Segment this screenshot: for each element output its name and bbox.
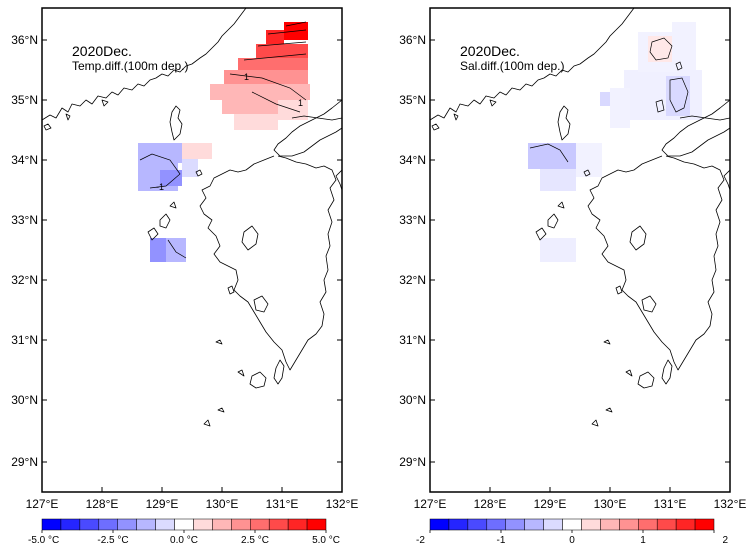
colorbar-swatch <box>306 518 327 531</box>
colorbar-label: 2.5 °C <box>241 535 269 546</box>
lon-label: 130°E <box>206 497 239 511</box>
lon-label: 127°E <box>414 497 447 511</box>
lon-labels: 127°E 128°E 129°E 130°E 131°E 132°E <box>414 487 747 511</box>
lon-labels: 127°E 128°E 129°E 130°E 131°E 132°E <box>26 487 359 511</box>
lat-label: 31°N <box>11 333 38 347</box>
colorbar-label: 1 <box>640 535 646 546</box>
colorbar-swatch <box>174 518 194 531</box>
lat-label: 32°N <box>399 273 426 287</box>
sal-shading <box>528 22 702 262</box>
colorbar-swatch <box>619 518 639 531</box>
lat-labels: 36°N 35°N 34°N 33°N 32°N 31°N 30°N 29°N <box>399 33 730 469</box>
lon-label: 132°E <box>326 497 359 511</box>
colorbar-label: -2 <box>416 535 425 546</box>
colorbar-swatch <box>60 518 81 531</box>
lon-label: 127°E <box>26 497 59 511</box>
lat-label: 36°N <box>11 33 38 47</box>
colorbar-swatch <box>212 518 232 531</box>
lat-label: 30°N <box>399 393 426 407</box>
colorbar-swatch <box>117 518 137 531</box>
lon-label: 130°E <box>594 497 627 511</box>
lat-label: 32°N <box>11 273 38 287</box>
map-frame <box>41 7 343 493</box>
colorbar-swatch <box>136 518 156 531</box>
lon-label: 129°E <box>534 497 567 511</box>
lat-label: 30°N <box>11 393 38 407</box>
colorbar-label: 0 <box>569 535 575 546</box>
colorbar-swatch <box>694 518 715 531</box>
lat-label: 34°N <box>399 153 426 167</box>
lon-label: 131°E <box>654 497 687 511</box>
temp-panel: 1 1 -1 2020Dec. Temp.diff.(100m dep.) 36… <box>11 7 359 546</box>
colorbar-swatch <box>467 518 488 531</box>
colorbar: -5.0 °C -2.5 °C 0.0 °C 2.5 °C 5.0 °C <box>28 518 340 546</box>
panel-subtitle: Sal.diff.(100m dep.) <box>460 59 565 73</box>
colorbar-swatch <box>193 518 213 531</box>
colorbar-swatch <box>429 518 450 531</box>
contour-label-1: 1 <box>244 72 249 82</box>
lon-label: 131°E <box>266 497 299 511</box>
colorbar-label: -1 <box>497 535 506 546</box>
panel-subtitle: Temp.diff.(100m dep.) <box>72 59 189 73</box>
lat-label: 33°N <box>399 213 426 227</box>
colorbar-swatch <box>581 518 601 531</box>
lat-label: 29°N <box>11 455 38 469</box>
colorbar-swatch <box>562 518 582 531</box>
temp-shading-west <box>138 143 212 262</box>
lat-label: 31°N <box>399 333 426 347</box>
colorbar-swatch <box>268 518 289 531</box>
lon-label: 128°E <box>474 497 507 511</box>
lon-label: 132°E <box>714 497 747 511</box>
colorbar-swatch <box>524 518 544 531</box>
lat-label: 34°N <box>11 153 38 167</box>
colorbar-label: -2.5 °C <box>97 535 128 546</box>
colorbar-label: 5.0 °C <box>312 535 340 546</box>
colorbar-swatch <box>98 518 118 531</box>
colorbar-swatch <box>638 518 658 531</box>
colorbar-label: 0.0 °C <box>170 535 198 546</box>
colorbar-swatch <box>250 518 270 531</box>
colorbar-swatch <box>41 518 62 531</box>
colorbar: -2 -1 0 1 2 <box>416 518 728 546</box>
colorbar-swatch <box>543 518 563 531</box>
map-frame <box>429 7 731 493</box>
panel-title: 2020Dec. <box>72 43 132 59</box>
lon-label: 129°E <box>146 497 179 511</box>
lat-label: 36°N <box>399 33 426 47</box>
lon-label: 128°E <box>86 497 119 511</box>
colorbar-label: 2 <box>722 535 728 546</box>
colorbar-swatch <box>486 518 506 531</box>
colorbar-swatch <box>155 518 175 531</box>
colorbar-swatch <box>231 518 251 531</box>
contour-label-2: 1 <box>298 98 303 108</box>
panel-title: 2020Dec. <box>460 43 520 59</box>
colorbar-swatch <box>656 518 677 531</box>
colorbar-swatch <box>79 518 100 531</box>
colorbar-swatch <box>287 518 308 531</box>
lat-label: 35°N <box>399 93 426 107</box>
contour-label-3: -1 <box>156 182 164 192</box>
colorbar-swatch <box>505 518 525 531</box>
lat-label: 29°N <box>399 455 426 469</box>
colorbar-swatch <box>675 518 696 531</box>
lat-labels: 36°N 35°N 34°N 33°N 32°N 31°N 30°N 29°N <box>11 33 342 469</box>
sal-panel: 2020Dec. Sal.diff.(100m dep.) 36°N 35°N 34… <box>399 7 747 546</box>
lat-label: 33°N <box>11 213 38 227</box>
colorbar-swatch <box>600 518 620 531</box>
lat-label: 35°N <box>11 93 38 107</box>
colorbar-label: -5.0 °C <box>28 535 59 546</box>
colorbar-swatch <box>448 518 469 531</box>
